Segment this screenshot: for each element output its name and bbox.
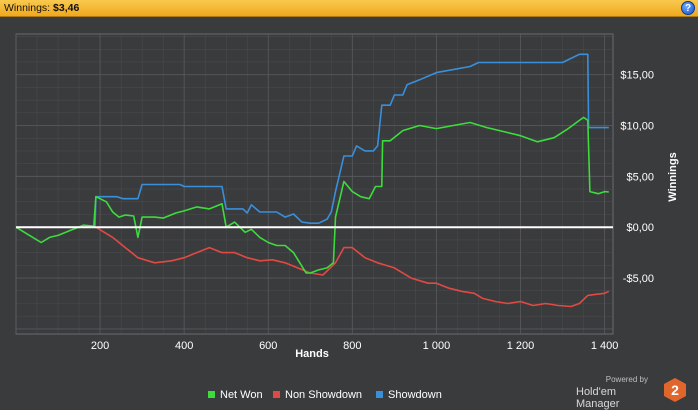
winnings-chart: 200 400 600 800 1 000 1 200 1 400 -$5,00 $0,00 $…: [15, 33, 679, 401]
winnings-label: Winnings:: [4, 2, 51, 14]
x-tick-label: 600: [259, 340, 277, 352]
series-line-showdown: [16, 53, 609, 228]
chart-legend: Net Won Non Showdown Showdown: [208, 389, 442, 401]
y-tick-label: $0,00: [626, 222, 654, 234]
legend-label[interactable]: Showdown: [388, 389, 442, 401]
x-tick-label: 1 000: [423, 340, 451, 352]
product-name: Hold'em Manager: [576, 386, 620, 410]
powered-by-branding: Powered by Hold'em Manager 2: [576, 375, 686, 410]
hm-logo-icon: 2: [664, 378, 686, 402]
x-axis-ticks: 200 400 600 800 1 000 1 200 1 400: [91, 340, 618, 352]
x-tick-label: 400: [175, 340, 193, 352]
winnings-value: $3,46: [53, 2, 80, 14]
legend-label[interactable]: Non Showdown: [285, 389, 362, 401]
legend-swatch: [376, 391, 383, 398]
x-tick-label: 1 200: [507, 340, 535, 352]
x-tick-label: 200: [91, 340, 109, 352]
title-bar: Winnings: $3,46 ?: [0, 0, 698, 17]
legend-label[interactable]: Net Won: [220, 389, 263, 401]
legend-swatch: [273, 391, 280, 398]
y-tick-label: $5,00: [626, 171, 654, 183]
legend-swatch: [208, 391, 215, 398]
x-axis-title: Hands: [295, 348, 329, 360]
series-line-net-won: [15, 116, 609, 274]
y-axis-ticks: -$5,00 $0,00 $5,00 $10,00 $15,00: [620, 70, 654, 285]
powered-by-text: Powered by: [605, 375, 648, 384]
chart-series: [15, 53, 610, 308]
help-icon[interactable]: ?: [681, 1, 695, 15]
y-axis-title: Winnings: [667, 152, 679, 201]
plot-area: [15, 33, 614, 335]
y-tick-label: $10,00: [620, 121, 654, 133]
x-tick-label: 800: [343, 340, 361, 352]
y-tick-label: -$5,00: [623, 273, 654, 285]
y-tick-label: $15,00: [620, 70, 654, 82]
series-line-non-showdown: [16, 226, 610, 308]
x-tick-label: 1 400: [591, 340, 619, 352]
winnings-title: Winnings: $3,46: [4, 2, 79, 14]
